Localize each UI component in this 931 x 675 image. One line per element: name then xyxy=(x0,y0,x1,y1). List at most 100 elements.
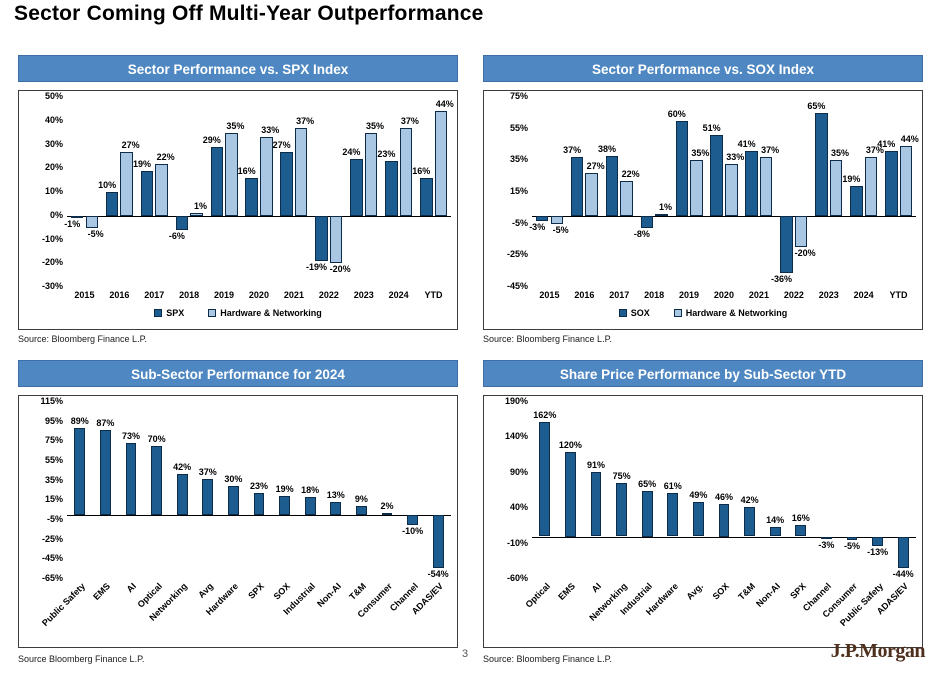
bar xyxy=(590,472,602,537)
bar-value-label: 18% xyxy=(301,485,320,496)
y-tick-label: 20% xyxy=(44,162,63,173)
y-tick-label: -45% xyxy=(41,553,63,564)
bar xyxy=(759,157,773,216)
bar xyxy=(175,215,189,231)
bar xyxy=(744,506,755,537)
bar-value-label: 33% xyxy=(726,151,745,162)
bar xyxy=(710,135,723,216)
y-tick-label: -25% xyxy=(41,533,63,544)
bar-value-label: 2% xyxy=(380,501,394,512)
bar xyxy=(605,155,619,216)
source-note: Source: Bloomberg Finance L.P. xyxy=(18,334,147,344)
bar xyxy=(85,215,99,228)
bar-value-label: -19% xyxy=(305,261,327,272)
plot-area: -3% -5% 37% 27% 38% 22% -8% 1% 60% 35% 51% 33% 41% 37… xyxy=(529,97,919,287)
bar-value-label: -1% xyxy=(64,219,81,230)
legend-swatch xyxy=(673,309,682,317)
y-tick-label: 40% xyxy=(44,114,63,125)
x-category-label: 2020 xyxy=(248,290,269,300)
y-axis: 75% 55% 35% 15% -5% -25% -45% xyxy=(490,91,532,291)
bar xyxy=(105,192,119,216)
x-category-label: YTD xyxy=(424,290,443,300)
chart-sox: 75% 55% 35% 15% -5% -25% -45% -3% -5% 37% 27% 38% 2… xyxy=(483,90,923,330)
y-tick-label: 115% xyxy=(40,396,63,406)
bar-value-label: 46% xyxy=(714,492,733,502)
chart-subsector-ytd: 190% 140% 90% 40% -10% -60% 162% 120% 91% 75% 65%… xyxy=(483,395,923,648)
bar xyxy=(535,215,549,221)
bar xyxy=(210,146,224,216)
bar xyxy=(202,478,214,516)
y-axis: 50% 40% 30% 20% 10% 0% -10% -20% -30% xyxy=(25,91,67,291)
bar xyxy=(253,492,265,516)
x-category-label: 2019 xyxy=(214,290,235,300)
y-tick-label: -5% xyxy=(511,217,528,228)
bar-value-label: 65% xyxy=(638,478,657,489)
bar xyxy=(821,536,832,539)
bar-value-label: 37% xyxy=(761,145,780,156)
bar xyxy=(329,215,343,264)
legend-swatch xyxy=(618,309,627,317)
bar xyxy=(280,151,293,216)
y-tick-label: 15% xyxy=(509,186,528,196)
page-title: Sector Coming Off Multi-Year Outperforma… xyxy=(14,2,484,25)
x-category-label: 2022 xyxy=(318,290,339,300)
bar xyxy=(155,163,168,216)
legend-label: Hardware & Networking xyxy=(685,308,788,318)
legend-label: Hardware & Networking xyxy=(220,308,322,318)
bar xyxy=(364,132,378,216)
bar xyxy=(399,127,413,216)
bar xyxy=(640,215,654,229)
bar-value-label: -8% xyxy=(633,229,650,240)
y-axis: 190% 140% 90% 40% -10% -60% xyxy=(490,396,532,583)
x-axis: 2015 2016 2017 2018 2019 2020 2021 2022 2023 2024… xyxy=(67,287,451,303)
bar-value-label: 19% xyxy=(132,158,151,169)
bar xyxy=(260,137,273,216)
y-tick-label: -5% xyxy=(46,514,63,524)
bar xyxy=(872,536,883,546)
bar-value-label: 23% xyxy=(377,149,396,160)
y-tick-label: -60% xyxy=(506,573,528,583)
bar-value-label: 37% xyxy=(563,145,582,156)
bar xyxy=(140,170,154,216)
x-axis: 2015 2016 2017 2018 2019 2020 2021 2022 2023 2024… xyxy=(532,287,916,303)
bar-value-label: -13% xyxy=(867,546,889,557)
bar-value-label: -5% xyxy=(552,224,569,235)
chart-row: 50% 40% 30% 20% 10% 0% -10% -20% -30% -1% -5% 10% 2… xyxy=(25,91,454,291)
source-note: Source: Bloomberg Finance L.P. xyxy=(483,654,612,664)
y-tick-label: 40% xyxy=(509,502,528,513)
bar xyxy=(294,127,308,216)
x-category-label: 2021 xyxy=(283,290,304,300)
bar xyxy=(846,536,858,540)
bar xyxy=(550,215,564,224)
y-tick-label: 10% xyxy=(44,186,63,196)
bar-value-label: 73% xyxy=(121,431,140,442)
y-tick-label: 95% xyxy=(44,415,63,426)
bar xyxy=(350,158,363,216)
x-category-label: 2019 xyxy=(679,290,700,300)
plot-area: 89% 87% 73% 70% 42% 37% 30% 23% 19% 18% 13% 9% 2% -10… xyxy=(67,402,451,579)
x-category-label: 2020 xyxy=(713,290,734,300)
zero-axis-line xyxy=(67,515,451,517)
legend-label: SPX xyxy=(166,308,185,318)
bar xyxy=(228,485,239,516)
y-tick-label: -45% xyxy=(506,281,528,291)
chart-row: 190% 140% 90% 40% -10% -60% 162% 120% 91% 75% 65%… xyxy=(490,396,916,583)
chart-row: 75% 55% 35% 15% -5% -25% -45% -3% -5% 37% 27% 38% 2… xyxy=(490,91,919,291)
bar-value-label: 91% xyxy=(586,460,605,471)
bar xyxy=(725,163,738,216)
bar xyxy=(667,493,679,537)
x-category-label: 2017 xyxy=(609,290,630,300)
x-category-label: 2023 xyxy=(818,290,839,300)
bar-value-label: 13% xyxy=(326,490,345,501)
legend-swatch xyxy=(154,309,163,317)
x-category-label: 2017 xyxy=(144,290,165,300)
y-tick-label: 90% xyxy=(509,466,528,477)
y-tick-label: 35% xyxy=(44,474,63,485)
bar xyxy=(690,160,703,216)
y-axis: 115% 95% 75% 55% 35% 15% -5% -25% -45% -65% xyxy=(25,396,67,583)
bar-value-label: 10% xyxy=(98,180,117,190)
bar xyxy=(616,483,627,537)
bar-value-label: 44% xyxy=(900,134,919,145)
bar-value-label: 27% xyxy=(121,139,140,150)
